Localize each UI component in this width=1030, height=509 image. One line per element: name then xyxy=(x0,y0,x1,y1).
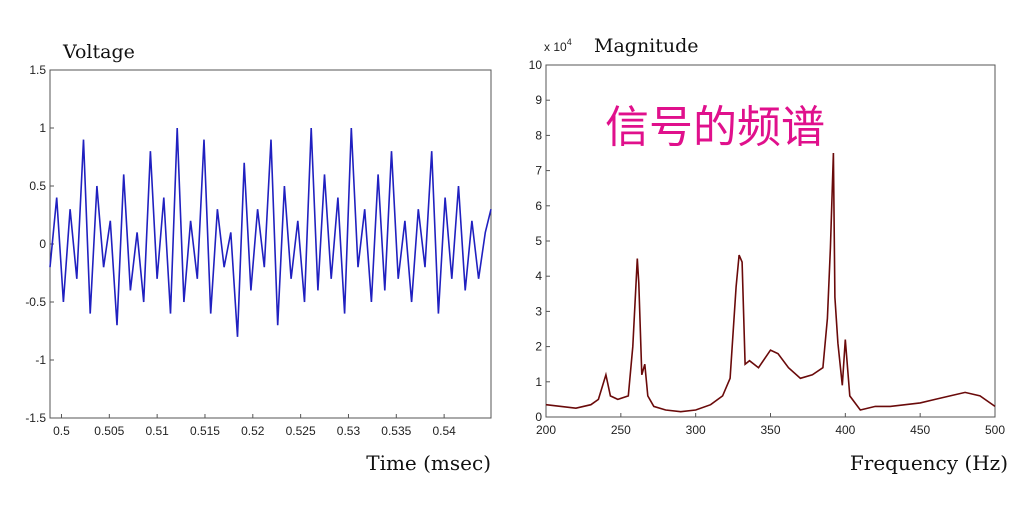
magnitude-x-tick-label: 350 xyxy=(760,423,780,437)
voltage-x-tick-label: 0.515 xyxy=(190,424,220,438)
magnitude-y-ticks: 0 1 2 3 4 5 6 7 8 9 10 xyxy=(529,58,550,424)
magnitude-title: Magnitude xyxy=(594,35,699,57)
voltage-y-tick-label: 1 xyxy=(39,121,46,135)
magnitude-x-tick-label: 400 xyxy=(835,423,855,437)
spectrum-annotation: 信号的频谱 xyxy=(605,102,825,153)
voltage-x-ticks: 0.5 0.505 0.51 0.515 0.52 0.525 0.53 0.535 0.54 xyxy=(53,414,456,438)
magnitude-y-tick-label: 1 xyxy=(535,375,542,389)
voltage-plot-frame xyxy=(49,69,492,419)
magnitude-y-tick-label: 4 xyxy=(535,269,542,283)
magnitude-scale-note: x 104 xyxy=(544,37,572,54)
magnitude-x-tick-label: 200 xyxy=(536,423,556,437)
magnitude-x-tick-label: 450 xyxy=(910,423,930,437)
voltage-x-tick-label: 0.505 xyxy=(94,424,124,438)
voltage-series-line xyxy=(49,127,492,337)
magnitude-chart: x 104 Magnitude 0 1 2 3 4 5 6 7 8 9 10 200 250 300 35… xyxy=(529,35,1008,475)
voltage-x-tick-label: 0.5 xyxy=(53,424,70,438)
voltage-x-tick-label: 0.51 xyxy=(145,424,169,438)
magnitude-y-tick-label: 0 xyxy=(535,410,542,424)
magnitude-y-tick-label: 3 xyxy=(535,304,542,318)
voltage-y-tick-label: 1.5 xyxy=(29,63,46,77)
voltage-chart: Voltage -1.5-1-0.500.511.5 0.5 0.505 0.51 0… xyxy=(25,41,492,475)
magnitude-x-tick-label: 300 xyxy=(686,423,706,437)
magnitude-y-tick-label: 2 xyxy=(535,340,542,354)
magnitude-series-line xyxy=(545,152,996,413)
voltage-title: Voltage xyxy=(62,41,135,63)
magnitude-x-ticks: 200 250 300 350 400 450 500 xyxy=(536,413,1005,437)
voltage-x-label: Time (msec) xyxy=(366,451,491,475)
magnitude-y-tick-label: 8 xyxy=(535,128,542,142)
magnitude-y-tick-label: 5 xyxy=(535,234,542,248)
voltage-y-tick-label: -1.5 xyxy=(25,411,46,425)
magnitude-x-label: Frequency (Hz) xyxy=(850,451,1008,475)
magnitude-y-tick-label: 7 xyxy=(535,164,542,178)
magnitude-x-tick-label: 500 xyxy=(985,423,1005,437)
voltage-x-tick-label: 0.525 xyxy=(286,424,316,438)
voltage-y-tick-label: -1 xyxy=(35,353,46,367)
magnitude-x-tick-label: 250 xyxy=(611,423,631,437)
voltage-x-tick-label: 0.535 xyxy=(381,424,411,438)
voltage-y-tick-label: 0.5 xyxy=(29,179,46,193)
voltage-y-tick-label: -0.5 xyxy=(25,295,46,309)
magnitude-y-tick-label: 9 xyxy=(535,93,542,107)
voltage-y-tick-label: 0 xyxy=(39,237,46,251)
magnitude-y-tick-label: 10 xyxy=(529,58,543,72)
voltage-x-tick-label: 0.54 xyxy=(432,424,456,438)
voltage-x-tick-label: 0.53 xyxy=(337,424,361,438)
magnitude-y-tick-label: 6 xyxy=(535,199,542,213)
voltage-x-tick-label: 0.52 xyxy=(241,424,265,438)
voltage-y-ticks: -1.5 -1 -0.5 0 0.5 1 1.5 xyxy=(25,63,54,425)
